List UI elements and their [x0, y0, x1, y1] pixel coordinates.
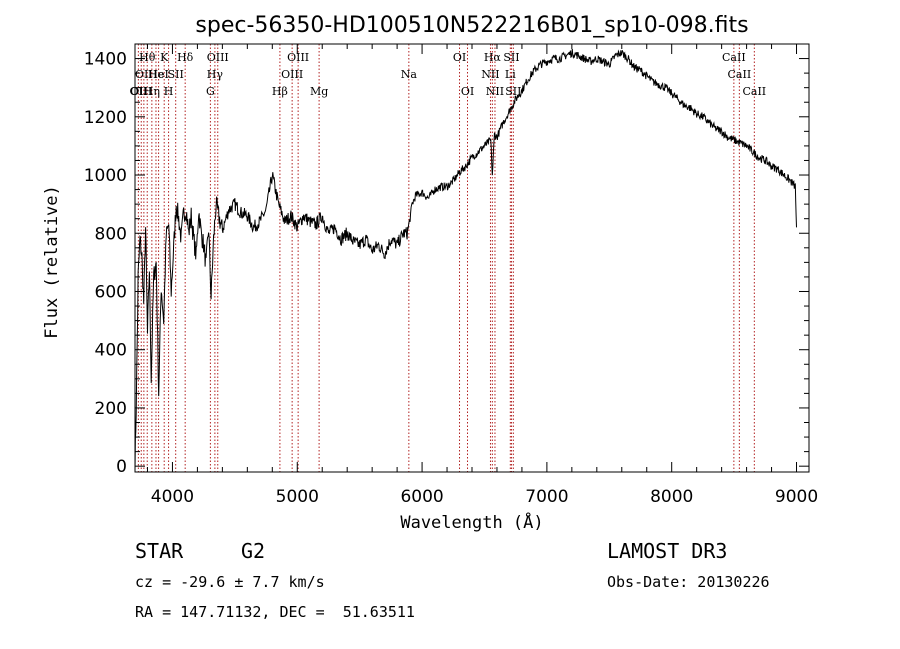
x-axis-title: Wavelength (Å)	[400, 511, 543, 533]
x-tick-label: 7000	[525, 487, 568, 507]
y-tick-label: 1400	[84, 50, 127, 70]
line-marker-label: OI	[453, 51, 466, 64]
coords-text: RA = 147.71132, DEC = 51.63511	[135, 603, 415, 621]
line-marker-label: OII	[135, 68, 153, 81]
plot-frame	[134, 43, 810, 473]
line-marker-label: Hγ	[207, 68, 224, 81]
line-marker-label: CaII	[728, 68, 752, 81]
line-marker-label: NII	[481, 68, 499, 81]
x-axis-ticks: 4000 5000 6000 7000 8000 9000	[146, 44, 818, 507]
line-marker-label: CaII	[722, 51, 746, 64]
y-tick-label: 1200	[84, 108, 127, 128]
survey-name: LAMOST DR3	[607, 539, 728, 563]
line-marker-label: SII	[503, 51, 519, 64]
line-marker-label: Hη	[144, 85, 160, 98]
y-tick-label: 600	[95, 282, 127, 302]
y-tick-label: 800	[95, 224, 127, 244]
y-tick-label: 200	[95, 399, 127, 419]
line-marker-label: Hβ	[272, 85, 288, 98]
line-marker-label: Hδ	[177, 51, 194, 64]
line-marker-label: K	[160, 51, 169, 64]
line-marker-label: G	[206, 85, 215, 98]
line-marker-label: Li	[505, 68, 516, 81]
obs-date: Obs-Date: 20130226	[607, 573, 770, 591]
object-class: STAR	[135, 539, 184, 563]
y-tick-label: 400	[95, 341, 127, 361]
line-marker-label: He	[148, 68, 164, 81]
redshift-text: cz = -29.6 ± 7.7 km/s	[135, 573, 325, 591]
line-marker-label: OI	[461, 85, 474, 98]
x-tick-label: 5000	[276, 487, 319, 507]
y-axis-ticks: 0 200 400 600 800 1000 1200 1400	[84, 50, 809, 477]
line-marker-label: Na	[401, 68, 418, 81]
line-marker-label: CaII	[742, 85, 766, 98]
y-tick-label: 0	[116, 457, 127, 477]
x-tick-label: 9000	[775, 487, 818, 507]
object-subclass: G2	[241, 539, 266, 563]
line-marker-label: OIII	[281, 68, 303, 81]
y-axis-title: Flux (relative)	[42, 185, 62, 339]
x-tick-label: 6000	[400, 487, 443, 507]
line-marker-label: OIII	[207, 51, 229, 64]
line-marker-label: Hα	[484, 51, 502, 64]
line-marker-labels: OIIOIIIOIIHθHηHeHeIKHSIIHδGHγOIIIHβOIIIO…	[130, 51, 767, 98]
x-tick-label: 8000	[650, 487, 693, 507]
spectrum-line	[134, 48, 797, 473]
line-marker-label: OII	[130, 85, 148, 98]
chart-title: spec-56350-HD100510N522216B01_sp10-098.f…	[195, 13, 748, 38]
line-marker-label: OIII	[130, 85, 152, 98]
line-marker-label: SII	[505, 85, 521, 98]
line-marker-label: H	[164, 85, 174, 98]
y-tick-label: 1000	[84, 166, 127, 186]
x-tick-label: 4000	[151, 487, 194, 507]
line-marker-label: Mg	[310, 85, 328, 98]
line-marker-label: HeI	[148, 68, 168, 81]
line-marker-label: OIII	[287, 51, 309, 64]
line-marker-label: SII	[168, 68, 184, 81]
line-marker-label: NII	[486, 85, 504, 98]
line-marker-label: Hθ	[139, 51, 156, 64]
line-markers	[137, 44, 755, 472]
